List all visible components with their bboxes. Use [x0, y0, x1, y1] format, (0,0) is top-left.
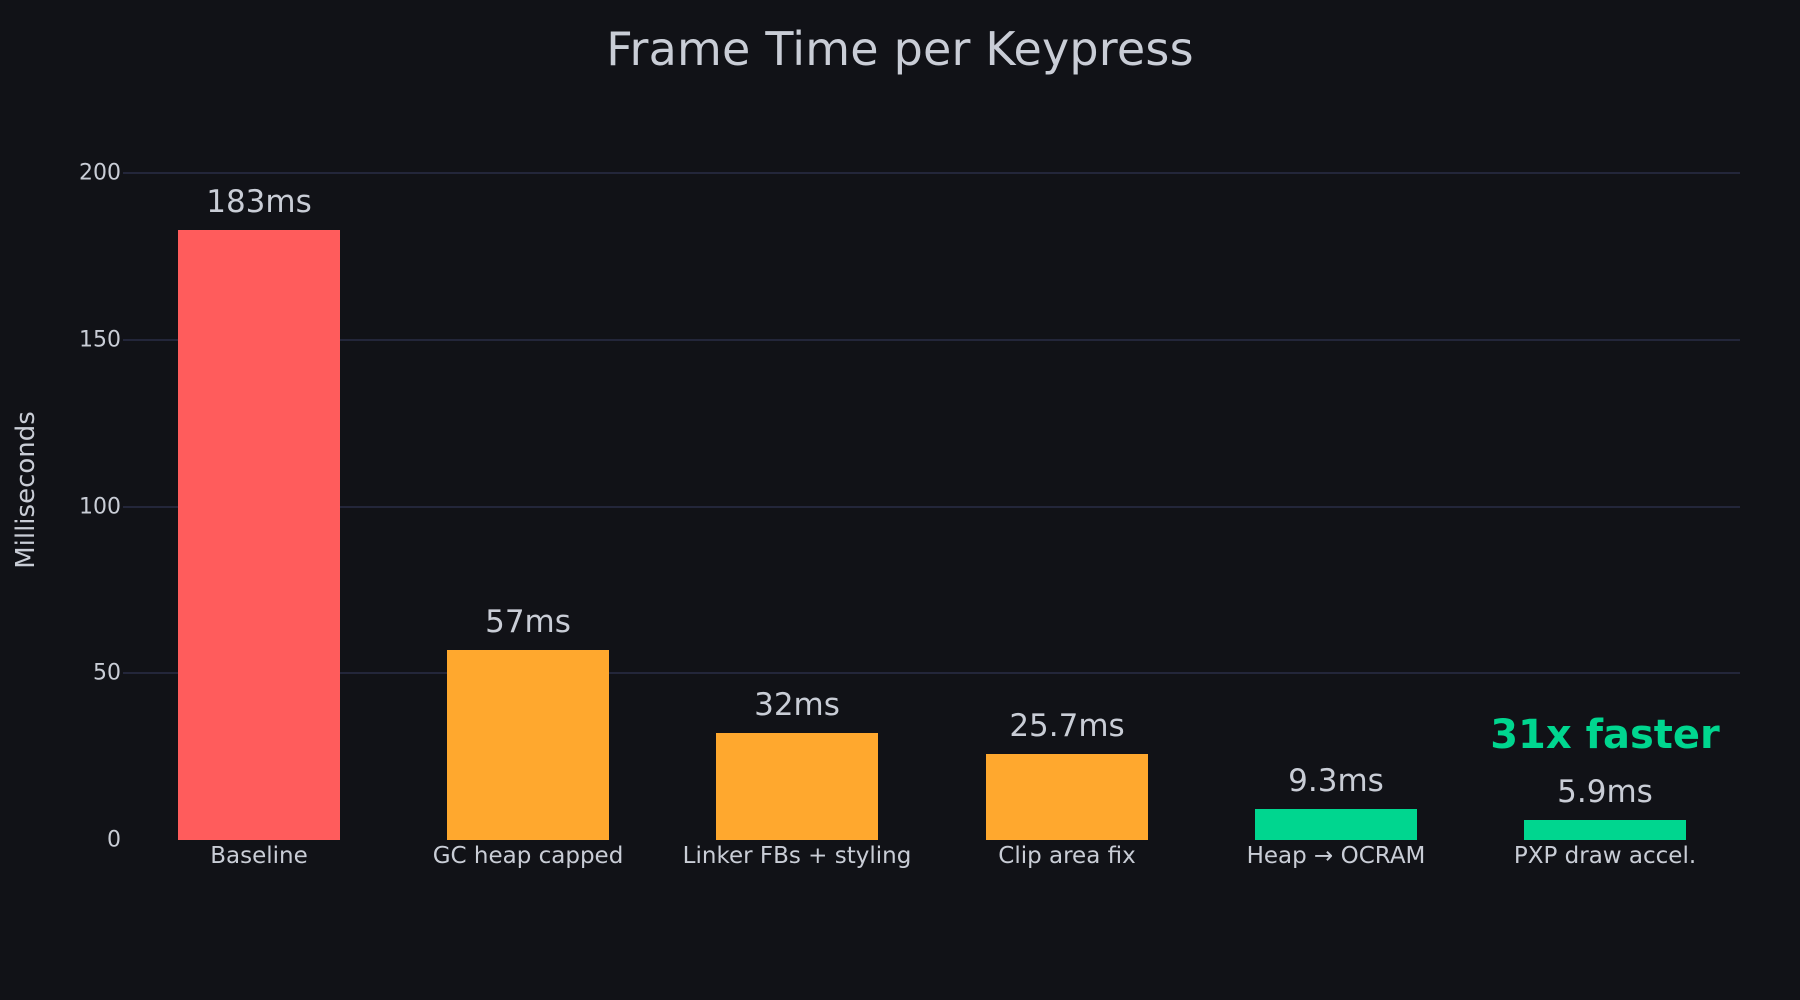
speedup-annotation: 31x faster [1490, 712, 1720, 758]
chart-title: Frame Time per Keypress [606, 22, 1194, 76]
y-tick-200: 200 [79, 160, 121, 186]
value-label-pxp-draw-accel: 5.9ms [1557, 774, 1653, 810]
category-label-gc-heap-capped: GC heap capped [432, 843, 624, 869]
category-label-heap-ocram: Heap → OCRAM [1246, 843, 1426, 869]
y-tick-50: 50 [93, 660, 121, 686]
category-label-linker-fbs-styling: Linker FBs + styling [682, 843, 912, 869]
bar-pxp-draw-accel [1524, 820, 1686, 840]
bar-linker-fbs-styling [716, 733, 878, 840]
value-label-gc-heap-capped: 57ms [485, 604, 571, 640]
gridline-50 [123, 672, 1740, 674]
bar-clip-area-fix [986, 754, 1148, 840]
bar-heap-ocram [1255, 809, 1417, 840]
gridline-200 [123, 172, 1740, 174]
category-label-clip-area-fix: Clip area fix [998, 843, 1136, 869]
value-label-clip-area-fix: 25.7ms [1009, 708, 1125, 744]
bar-gc-heap-capped [447, 650, 609, 840]
y-tick-100: 100 [79, 494, 121, 520]
category-label-pxp-draw-accel: PXP draw accel. [1513, 843, 1697, 869]
category-label-baseline: Baseline [210, 843, 308, 869]
bar-baseline [178, 230, 340, 840]
value-label-heap-ocram: 9.3ms [1288, 763, 1384, 799]
y-tick-0: 0 [107, 827, 121, 853]
y-axis-title: Milliseconds [11, 411, 41, 569]
gridline-150 [123, 339, 1740, 341]
gridline-100 [123, 506, 1740, 508]
y-tick-150: 150 [79, 327, 121, 353]
value-label-baseline: 183ms [206, 184, 312, 220]
value-label-linker-fbs-styling: 32ms [754, 687, 840, 723]
